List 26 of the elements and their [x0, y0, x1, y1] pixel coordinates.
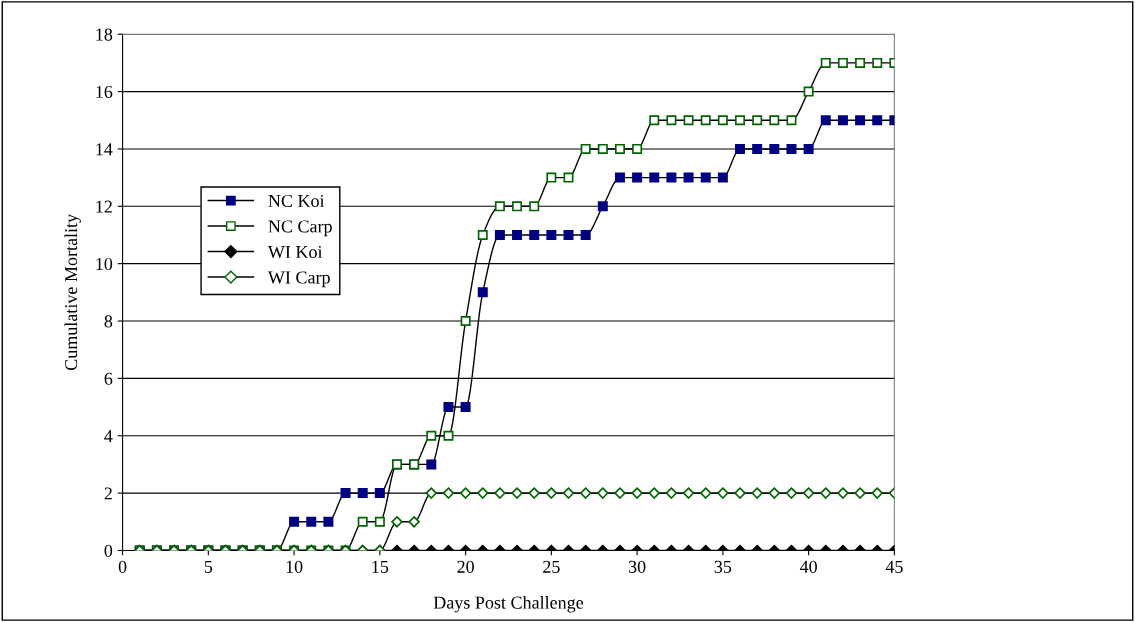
y-tick-label: 12	[96, 200, 112, 213]
legend-label: NC Koi	[268, 194, 325, 208]
legend-label: NC Carp	[268, 220, 332, 237]
legend-label: WI Koi	[267, 245, 323, 259]
x-tick-label: 0	[118, 560, 127, 573]
y-tick-label: 0	[104, 544, 113, 557]
y-tick-label: 16	[96, 85, 113, 99]
x-tick-label: 10	[286, 560, 303, 573]
x-tick-label: 40	[799, 560, 817, 573]
y-tick-label: 2	[104, 487, 112, 500]
x-tick-label: 5	[204, 560, 213, 573]
x-tick-label: 35	[714, 560, 732, 573]
y-tick-label: 18	[96, 28, 113, 41]
x-tick-label: 20	[457, 560, 474, 573]
x-tick-label: 15	[372, 560, 389, 573]
x-tick-label: 30	[628, 560, 646, 573]
x-tick-label: 25	[543, 560, 560, 573]
y-tick-label: 4	[104, 430, 113, 443]
x-axis-title: Days Post Challenge	[433, 596, 584, 613]
y-axis-title: Cumulative Mortality	[64, 213, 81, 371]
x-tick-label: 45	[885, 560, 903, 573]
legend-label: WI Carp	[267, 271, 330, 288]
y-tick-label: 14	[96, 143, 113, 156]
y-tick-label: 6	[104, 372, 113, 385]
y-tick-label: 10	[96, 257, 113, 271]
y-tick-label: 8	[104, 315, 113, 328]
